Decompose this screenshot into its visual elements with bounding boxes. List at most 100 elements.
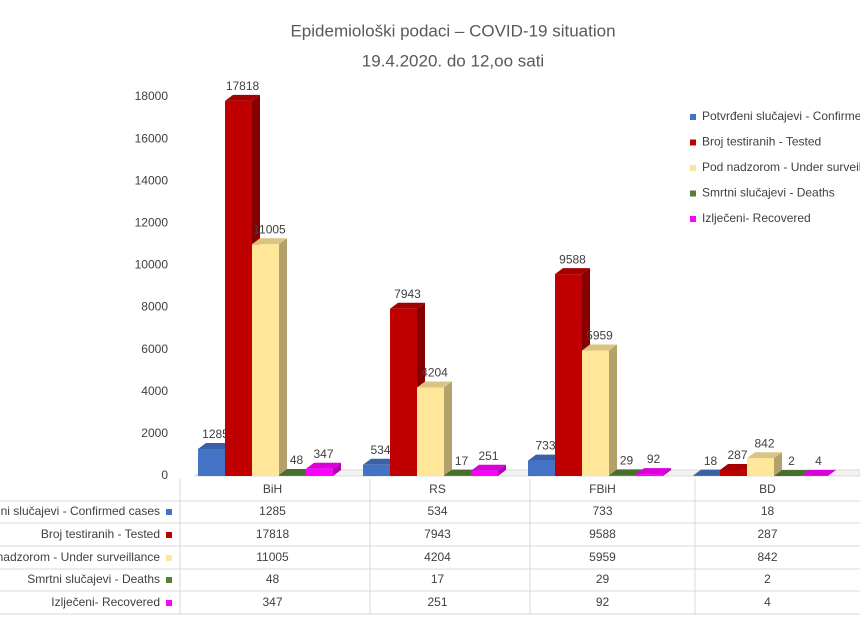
data-label: 2 xyxy=(788,454,795,468)
bar xyxy=(390,308,417,476)
table-cell: 92 xyxy=(596,595,610,609)
table-cell: 29 xyxy=(596,572,610,586)
table-cell: 17818 xyxy=(256,527,290,541)
bar-side xyxy=(609,344,617,476)
table-key xyxy=(166,532,172,538)
data-label: 18 xyxy=(704,454,718,468)
bar-top xyxy=(306,462,341,469)
bar-top xyxy=(198,442,233,449)
table-row-header: Broj testiranih - Tested xyxy=(41,527,160,541)
table-key xyxy=(166,555,172,561)
bar-side xyxy=(774,452,782,476)
table-row-header: Pod nadzorom - Under surveillance xyxy=(0,550,160,564)
bar-top xyxy=(279,468,314,475)
y-tick-label: 8000 xyxy=(141,300,168,314)
table-cell: 48 xyxy=(266,572,280,586)
table-cell: 287 xyxy=(757,527,777,541)
bar-side xyxy=(498,464,506,476)
data-label: 251 xyxy=(478,449,498,463)
y-tick-label: 4000 xyxy=(141,384,168,398)
x-tick-label: FBiH xyxy=(589,482,616,496)
table-cell: 534 xyxy=(427,504,447,518)
data-label: 842 xyxy=(754,436,774,450)
y-tick-label: 12000 xyxy=(135,216,169,230)
bar-top xyxy=(720,463,755,470)
legend-label: Broj testiranih - Tested xyxy=(702,135,821,149)
table-cell: 18 xyxy=(761,504,775,518)
table-cell: 1285 xyxy=(259,504,286,518)
y-tick-label: 2000 xyxy=(141,426,168,440)
legend-label: Potvrđeni slučajevi - Confirmed cases xyxy=(702,109,860,123)
bar xyxy=(471,470,498,476)
bar xyxy=(747,458,774,476)
bar-top xyxy=(582,344,617,351)
legend-swatch xyxy=(690,114,696,120)
chart-subtitle: 19.4.2020. do 12,oo sati xyxy=(362,51,544,70)
bar xyxy=(279,474,306,476)
bar-top xyxy=(609,469,644,476)
y-tick-label: 14000 xyxy=(135,173,169,187)
bar-top xyxy=(801,469,836,476)
table-cell: 9588 xyxy=(589,527,616,541)
legend-swatch xyxy=(690,190,696,197)
bar xyxy=(252,244,279,476)
data-label: 7943 xyxy=(394,287,421,301)
bar-side xyxy=(333,462,341,476)
chart-title: Epidemiološki podaci – COVID-19 situatio… xyxy=(290,21,615,40)
y-tick-label: 6000 xyxy=(141,342,168,356)
y-tick-label: 18000 xyxy=(135,89,169,103)
bar xyxy=(636,474,663,476)
data-label: 48 xyxy=(290,453,304,467)
bar xyxy=(582,350,609,476)
y-tick-label: 10000 xyxy=(135,258,169,272)
bar-top xyxy=(555,268,590,275)
x-tick-label: BD xyxy=(759,482,776,496)
table-cell: 17 xyxy=(431,572,445,586)
bar-top xyxy=(747,452,782,459)
bar xyxy=(306,468,333,476)
data-label: 17 xyxy=(455,454,469,468)
bar xyxy=(609,475,636,476)
data-label: 733 xyxy=(535,439,555,453)
y-tick-label: 0 xyxy=(161,468,168,482)
table-cell: 11005 xyxy=(256,550,289,564)
data-label: 534 xyxy=(370,443,390,457)
legend-label: Izlječeni- Recovered xyxy=(702,211,811,225)
data-label: 287 xyxy=(727,448,747,462)
table-key xyxy=(166,509,172,515)
data-label: 11005 xyxy=(253,222,286,236)
table-cell: 251 xyxy=(427,595,447,609)
bar-top xyxy=(444,469,479,476)
bar xyxy=(225,100,252,477)
bar-top xyxy=(390,302,425,309)
bar-side xyxy=(279,238,287,476)
bar-top xyxy=(225,94,260,101)
legend-swatch xyxy=(690,165,696,171)
bar-side xyxy=(828,469,836,476)
data-label: 4204 xyxy=(421,366,448,380)
x-tick-label: BiH xyxy=(263,482,282,496)
bar-top xyxy=(693,469,728,476)
legend-swatch xyxy=(690,216,696,222)
bar xyxy=(417,387,444,476)
table-key xyxy=(166,600,172,606)
bar-top xyxy=(636,468,671,475)
table-cell: 4204 xyxy=(424,550,451,564)
data-label: 92 xyxy=(647,452,661,466)
table-key xyxy=(166,577,172,583)
data-label: 9588 xyxy=(559,252,586,266)
table-cell: 347 xyxy=(262,595,282,609)
table-row-header: Izlječeni- Recovered xyxy=(51,595,160,609)
table-cell: 7943 xyxy=(424,527,451,541)
table-cell: 5959 xyxy=(589,550,616,564)
x-tick-label: RS xyxy=(429,482,446,496)
table-cell: 733 xyxy=(592,504,612,518)
data-label: 1285 xyxy=(202,427,229,441)
bar xyxy=(555,274,582,476)
data-label: 5959 xyxy=(586,329,613,343)
bar xyxy=(720,469,747,476)
legend-label: Smrtni slučajevi - Deaths xyxy=(702,186,835,200)
data-label: 4 xyxy=(815,454,822,468)
